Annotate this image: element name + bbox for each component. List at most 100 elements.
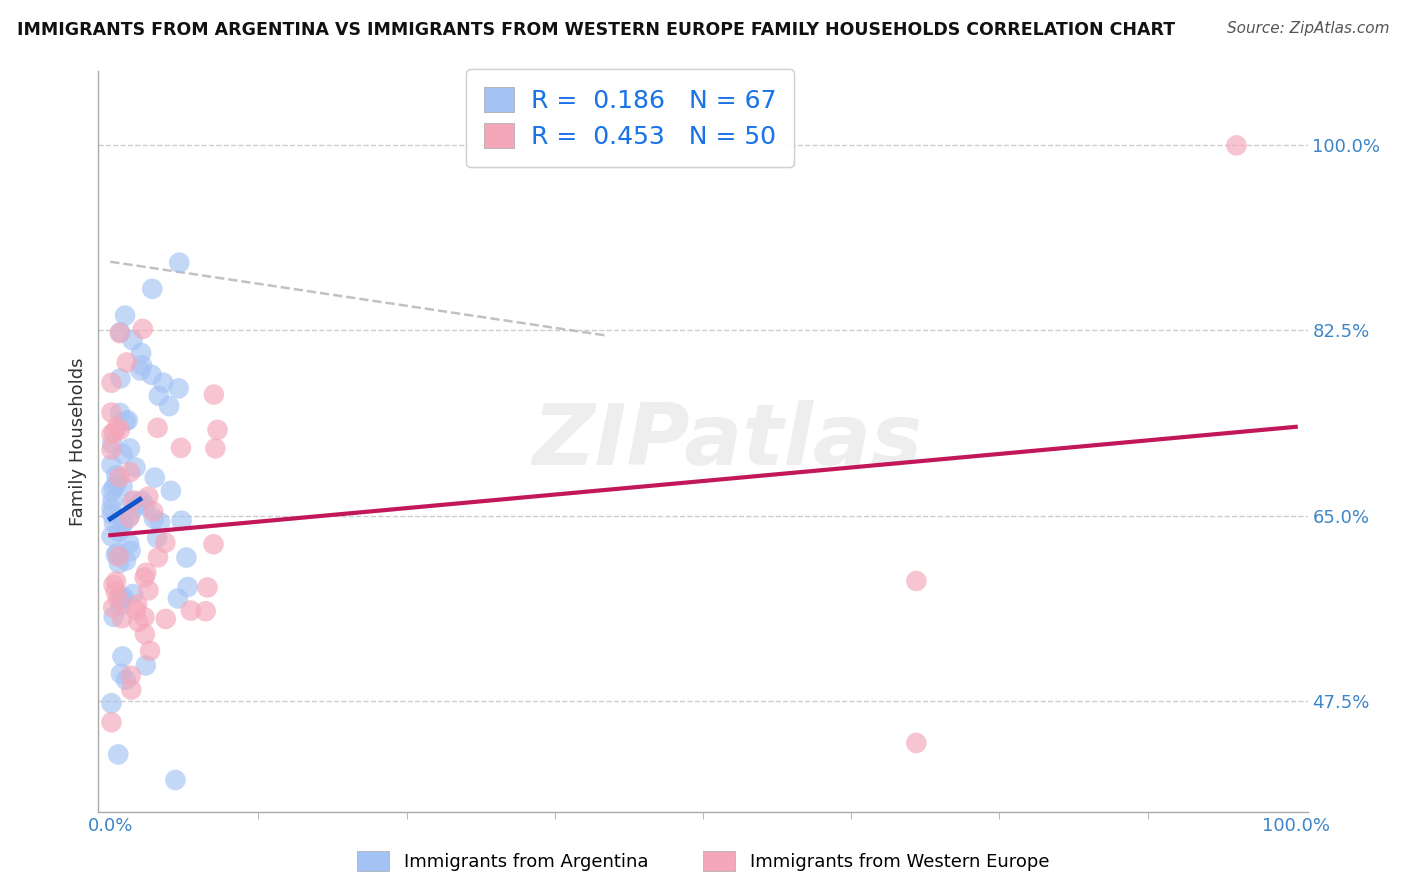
Point (155, 535, 177, 549)
Point (108, 470, 131, 484)
Point (105, 468, 128, 483)
Point (120, 668, 142, 682)
Point (112, 590, 135, 604)
Point (157, 399, 180, 413)
Point (135, 566, 157, 580)
Point (1225, 138, 1247, 153)
Point (103, 578, 125, 592)
Text: IMMIGRANTS FROM ARGENTINA VS IMMIGRANTS FROM WESTERN EUROPE FAMILY HOUSEHOLDS CO: IMMIGRANTS FROM ARGENTINA VS IMMIGRANTS … (17, 21, 1175, 38)
Point (100, 715, 122, 730)
Y-axis label: Family Households: Family Households (69, 358, 87, 525)
Point (100, 529, 122, 543)
Point (121, 333, 143, 347)
Point (107, 747, 129, 762)
Point (180, 604, 202, 618)
Point (176, 550, 198, 565)
Point (905, 574, 928, 588)
Point (202, 387, 225, 401)
Point (105, 546, 128, 560)
Point (115, 553, 138, 567)
Point (177, 580, 200, 594)
Point (127, 615, 149, 629)
Point (101, 437, 124, 451)
Point (132, 322, 155, 336)
Point (142, 505, 165, 519)
Point (110, 326, 132, 340)
Point (118, 510, 141, 524)
Point (114, 309, 136, 323)
Point (127, 598, 149, 612)
Point (120, 682, 142, 697)
Point (202, 537, 225, 551)
Point (138, 583, 160, 598)
Point (125, 500, 148, 514)
Point (100, 405, 122, 419)
Point (111, 649, 134, 664)
Point (107, 591, 129, 606)
Point (108, 326, 131, 340)
Point (121, 494, 143, 508)
Point (101, 600, 124, 615)
Point (142, 511, 165, 525)
Point (103, 609, 125, 624)
Point (100, 484, 122, 499)
Point (166, 591, 188, 606)
Point (197, 581, 219, 595)
Point (141, 368, 163, 382)
Point (148, 389, 170, 403)
Legend: R =  0.186   N = 67, R =  0.453   N = 50: R = 0.186 N = 67, R = 0.453 N = 50 (467, 69, 794, 167)
Point (100, 458, 122, 472)
Point (100, 501, 122, 516)
Point (117, 413, 139, 427)
Point (122, 493, 145, 508)
Point (131, 359, 153, 373)
Point (139, 644, 162, 658)
Point (129, 363, 152, 377)
Legend: Immigrants from Argentina, Immigrants from Western Europe: Immigrants from Argentina, Immigrants fr… (350, 844, 1056, 879)
Point (135, 658, 157, 673)
Point (167, 255, 190, 269)
Point (100, 427, 122, 442)
Point (107, 549, 129, 564)
Point (905, 736, 928, 750)
Point (194, 604, 217, 618)
Point (170, 441, 193, 455)
Point (101, 507, 124, 521)
Point (120, 465, 142, 479)
Point (160, 483, 183, 498)
Text: ZIPatlas: ZIPatlas (531, 400, 922, 483)
Point (103, 425, 125, 440)
Point (112, 516, 135, 530)
Point (134, 627, 156, 641)
Text: Source: ZipAtlas.com: Source: ZipAtlas.com (1226, 21, 1389, 36)
Point (105, 476, 128, 491)
Point (100, 442, 122, 457)
Point (129, 346, 152, 360)
Point (112, 516, 135, 531)
Point (118, 536, 141, 550)
Point (110, 371, 132, 385)
Point (141, 282, 163, 296)
Point (167, 381, 190, 395)
Point (105, 574, 128, 589)
Point (170, 514, 193, 528)
Point (111, 479, 134, 493)
Point (207, 423, 229, 437)
Point (120, 544, 142, 558)
Point (131, 493, 153, 508)
Point (111, 447, 134, 461)
Point (103, 516, 125, 530)
Point (105, 419, 128, 434)
Point (104, 548, 127, 562)
Point (110, 666, 132, 681)
Point (115, 355, 138, 369)
Point (134, 499, 156, 513)
Point (204, 442, 226, 456)
Point (111, 611, 134, 625)
Point (155, 612, 177, 626)
Point (165, 772, 187, 787)
Point (146, 421, 169, 435)
Point (111, 592, 134, 607)
Point (118, 508, 141, 523)
Point (122, 587, 145, 601)
